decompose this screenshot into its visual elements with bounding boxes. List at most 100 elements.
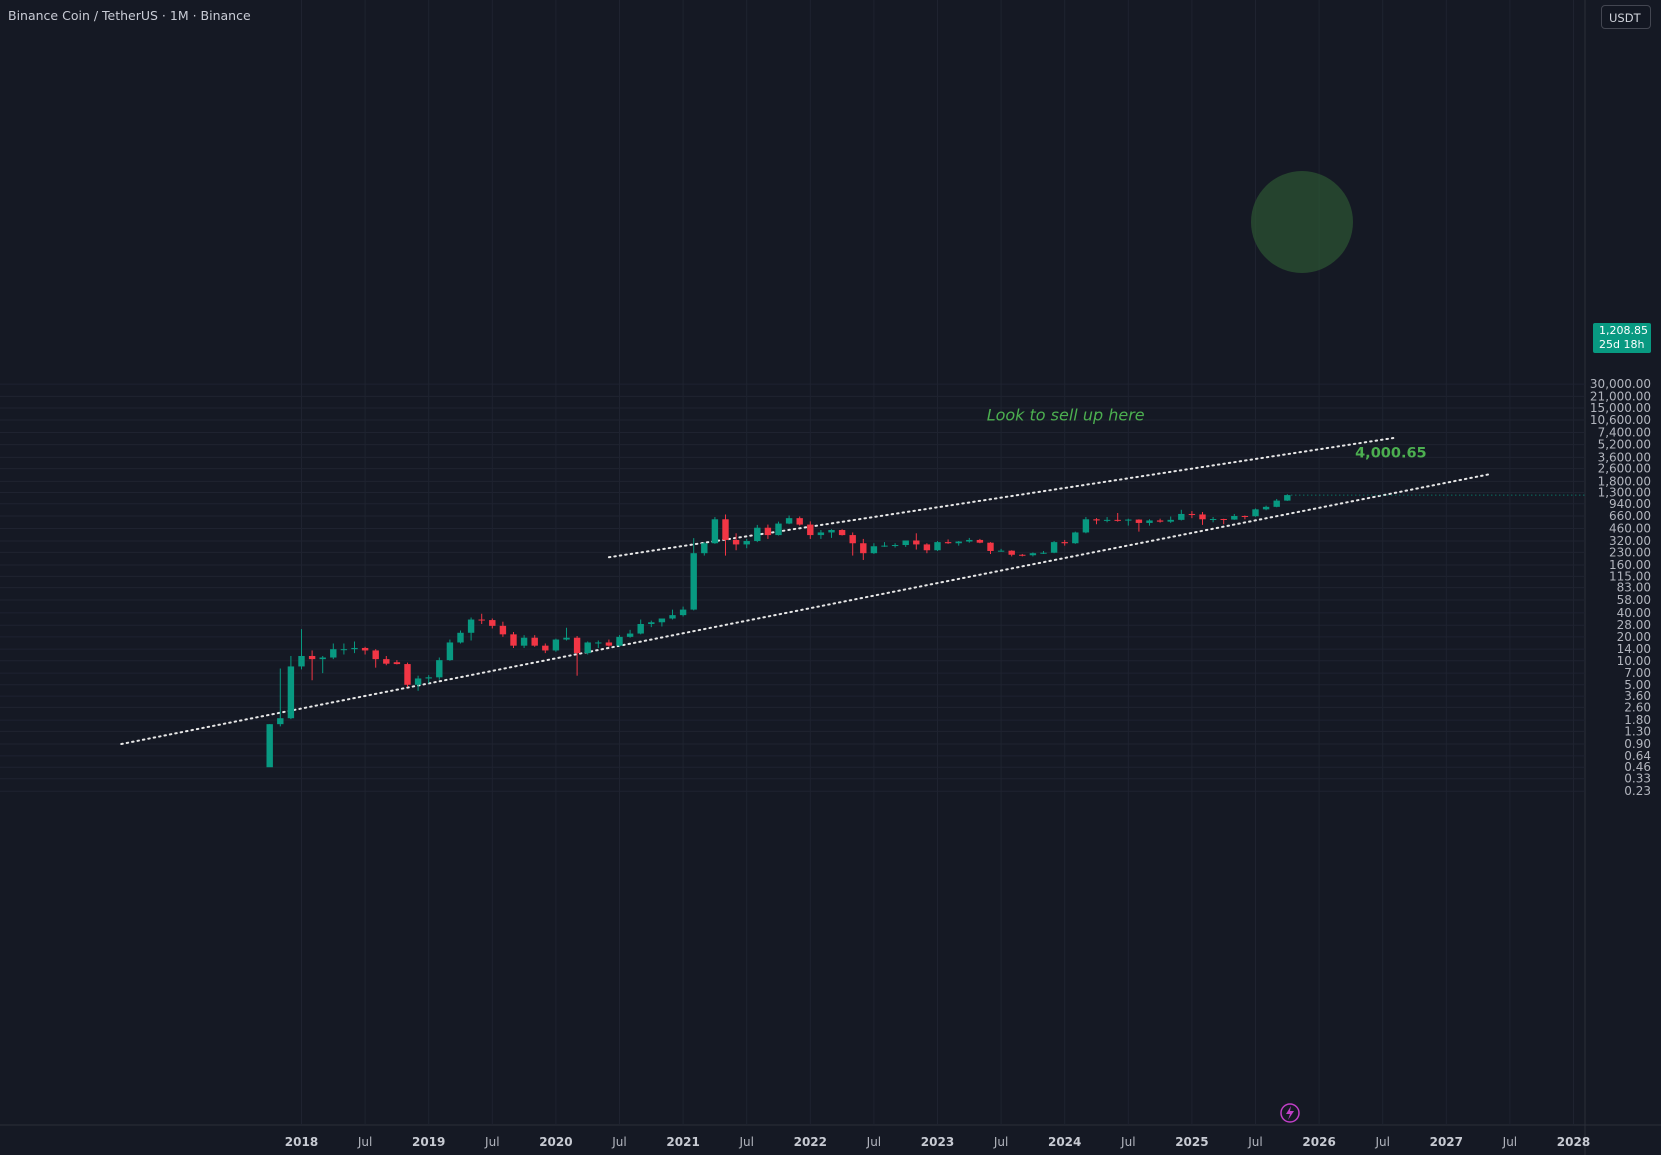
candle[interactable] (531, 635, 538, 647)
candle[interactable] (330, 643, 337, 660)
candle[interactable] (754, 524, 761, 543)
candle[interactable] (1072, 531, 1079, 544)
candle[interactable] (966, 537, 973, 543)
candle[interactable] (308, 650, 316, 681)
candle[interactable] (722, 514, 729, 556)
candle[interactable] (489, 618, 496, 629)
candle[interactable] (1019, 553, 1026, 557)
candle[interactable] (542, 643, 549, 654)
candle[interactable] (510, 632, 517, 648)
candle[interactable] (976, 538, 984, 544)
candle[interactable] (1188, 511, 1196, 519)
candle[interactable] (849, 532, 856, 556)
candle[interactable] (277, 668, 284, 727)
candle[interactable] (298, 629, 305, 670)
candle[interactable] (679, 606, 687, 617)
candle[interactable] (1061, 539, 1068, 546)
candle[interactable] (351, 641, 358, 654)
candle[interactable] (669, 609, 676, 620)
candle[interactable] (1103, 517, 1111, 523)
candle[interactable] (1125, 518, 1132, 526)
candle[interactable] (287, 655, 295, 720)
candle[interactable] (626, 629, 634, 638)
candle[interactable] (1209, 517, 1217, 523)
candle[interactable] (425, 675, 432, 684)
candle[interactable] (616, 635, 623, 647)
candle[interactable] (1220, 518, 1227, 525)
candle[interactable] (955, 541, 962, 546)
candle[interactable] (701, 542, 708, 556)
candle[interactable] (987, 542, 994, 554)
candle[interactable] (860, 538, 867, 560)
candle[interactable] (1040, 550, 1047, 554)
candle[interactable] (775, 521, 782, 536)
candle[interactable] (648, 620, 655, 628)
candle[interactable] (785, 515, 793, 525)
candle[interactable] (711, 517, 719, 544)
candle[interactable] (457, 630, 464, 644)
candle[interactable] (1231, 513, 1238, 520)
lightning-icon[interactable] (1280, 1103, 1300, 1123)
candle[interactable] (690, 538, 697, 611)
candle[interactable] (1093, 518, 1100, 525)
candle[interactable] (319, 655, 326, 674)
candle[interactable] (658, 618, 666, 627)
candle[interactable] (1167, 516, 1174, 523)
candle[interactable] (361, 646, 369, 655)
candle[interactable] (499, 621, 507, 637)
candle[interactable] (393, 660, 401, 665)
candle[interactable] (1156, 518, 1164, 523)
candle[interactable] (1114, 512, 1121, 522)
candle[interactable] (573, 635, 581, 676)
candle[interactable] (1284, 494, 1291, 501)
candle[interactable] (1262, 505, 1270, 511)
trendline[interactable] (607, 437, 1395, 559)
candle[interactable] (1029, 552, 1037, 557)
candle[interactable] (1008, 550, 1015, 557)
candle[interactable] (520, 635, 528, 648)
candle[interactable] (372, 649, 379, 668)
candle[interactable] (997, 548, 1005, 552)
candle[interactable] (1199, 512, 1206, 525)
candle[interactable] (563, 627, 570, 641)
candle[interactable] (891, 543, 899, 548)
candle[interactable] (383, 655, 390, 666)
candle[interactable] (828, 529, 835, 538)
candle[interactable] (881, 542, 888, 547)
candle[interactable] (732, 533, 740, 551)
candle[interactable] (923, 543, 931, 554)
candle[interactable] (807, 521, 814, 539)
candle[interactable] (1241, 515, 1249, 520)
candle[interactable] (796, 516, 803, 526)
candle[interactable] (552, 638, 560, 652)
candle[interactable] (838, 529, 846, 536)
candle[interactable] (414, 675, 422, 691)
candle[interactable] (266, 724, 273, 768)
candle[interactable] (817, 530, 825, 539)
candle[interactable] (1146, 519, 1153, 526)
candle[interactable] (1273, 498, 1280, 508)
candle[interactable] (584, 641, 591, 655)
candle[interactable] (478, 613, 485, 625)
candle[interactable] (870, 543, 878, 554)
candle[interactable] (913, 533, 920, 550)
candle[interactable] (743, 538, 750, 549)
candle[interactable] (1082, 517, 1090, 534)
currency-button[interactable]: USDT (1601, 5, 1651, 29)
candle[interactable] (467, 617, 475, 641)
candle[interactable] (605, 639, 613, 647)
candle[interactable] (1252, 508, 1259, 517)
candle[interactable] (446, 639, 454, 661)
candle[interactable] (404, 662, 411, 687)
candle[interactable] (1135, 519, 1143, 532)
candle[interactable] (934, 541, 941, 551)
candle[interactable] (436, 657, 443, 680)
candle[interactable] (637, 619, 644, 635)
candle[interactable] (340, 643, 348, 655)
candle[interactable] (902, 540, 909, 547)
candle[interactable] (1050, 541, 1058, 554)
trendline[interactable] (120, 473, 1490, 746)
candle[interactable] (1178, 509, 1185, 521)
candle[interactable] (595, 640, 602, 648)
candle[interactable] (944, 539, 952, 544)
